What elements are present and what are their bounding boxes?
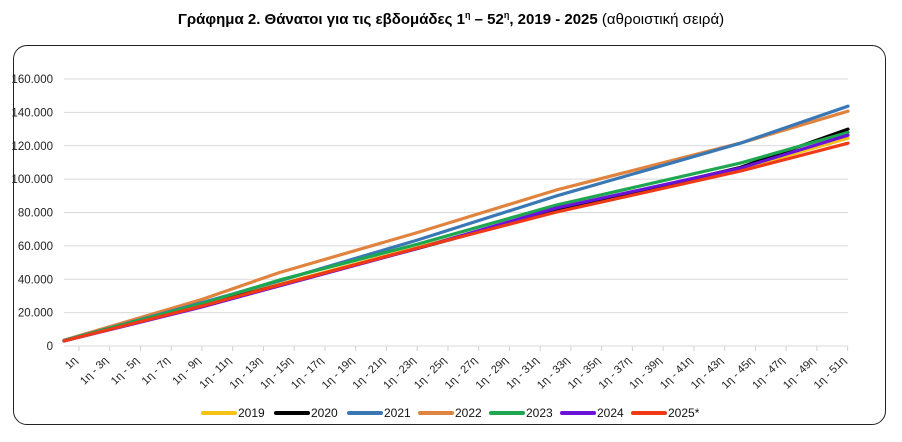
x-tick-label: 1η - 3η	[78, 355, 111, 388]
x-tick-label: 1η - 25η	[412, 355, 449, 392]
title-note: (αθροιστική σειρά)	[597, 11, 725, 28]
x-tick-label: 1η - 23η	[381, 355, 418, 392]
series-lines	[62, 104, 850, 343]
x-tick-label: 1η - 21η	[351, 355, 388, 392]
x-tick-label: 1η - 31η	[504, 355, 541, 392]
legend-label: 2023	[526, 406, 553, 420]
x-tick-label: 1η - 35η	[566, 355, 603, 392]
x-tick-label: 1η - 7η	[140, 355, 173, 388]
gridlines	[64, 78, 848, 347]
x-tick-label: 1η - 41η	[658, 355, 695, 392]
x-tick-label: 1η - 47η	[750, 355, 787, 392]
y-tick-label: 60.000	[18, 241, 53, 253]
x-tick-label: 1η - 37η	[596, 355, 633, 392]
legend-label: 2020	[311, 406, 338, 420]
legend-label: 2022	[455, 406, 482, 420]
x-tick-label: 1η - 51η	[812, 355, 849, 392]
x-tick-label: 1η - 17η	[289, 355, 326, 392]
series-line-2025	[62, 141, 850, 343]
x-tick-label: 1η - 5η	[109, 355, 142, 388]
title-years: , 2019 - 2025	[509, 11, 598, 28]
title-bold: Γράφημα 2. Θάνατοι για τις εβδομάδες 1	[177, 11, 465, 28]
title-sup-1: η	[464, 10, 471, 20]
chart-title: Γράφημα 2. Θάνατοι για τις εβδομάδες 1η …	[0, 10, 902, 28]
title-sup-2: η	[503, 10, 510, 20]
y-tick-label: 160.000	[11, 74, 53, 86]
x-tick-label: 1η - 33η	[535, 355, 572, 392]
y-tick-label: 100.000	[11, 174, 53, 186]
x-tick-label: 1η	[63, 355, 80, 372]
x-tick-label: 1η - 13η	[228, 355, 265, 392]
y-tick-label: 0	[47, 341, 53, 353]
x-tick-label: 1η - 27η	[443, 355, 480, 392]
x-tick-label: 1η - 29η	[474, 355, 511, 392]
title-mid: – 52	[470, 11, 504, 28]
y-tick-label: 140.000	[11, 107, 53, 119]
x-tick-label: 1η - 19η	[320, 355, 357, 392]
y-tick-label: 20.000	[18, 308, 53, 320]
chart-frame	[13, 45, 886, 425]
y-tick-label: 40.000	[18, 274, 53, 286]
x-tick-label: 1η - 11η	[197, 355, 233, 391]
legend-label: 2019	[238, 406, 265, 420]
x-tick-label: 1η - 49η	[781, 355, 818, 392]
y-tick-label: 120.000	[11, 141, 53, 153]
x-tick-label: 1η - 45η	[719, 355, 756, 392]
legend-label: 2025*	[668, 406, 700, 420]
series-line-2023	[62, 130, 850, 343]
y-tick-label: 80.000	[18, 208, 53, 220]
x-tick-label: 1η - 39η	[627, 355, 664, 392]
x-tick-label: 1η - 43η	[689, 355, 726, 392]
legend: 2019 2020 2021 2022 2023 2024 2025*	[201, 406, 700, 420]
legend-label: 2021	[384, 406, 411, 420]
y-axis-ticks: 0 20.000 40.000 60.000 80.000 100.000 120.000 1…	[11, 74, 53, 353]
legend-label: 2024	[597, 406, 624, 420]
x-tick-label: 1η - 15η	[258, 355, 295, 392]
